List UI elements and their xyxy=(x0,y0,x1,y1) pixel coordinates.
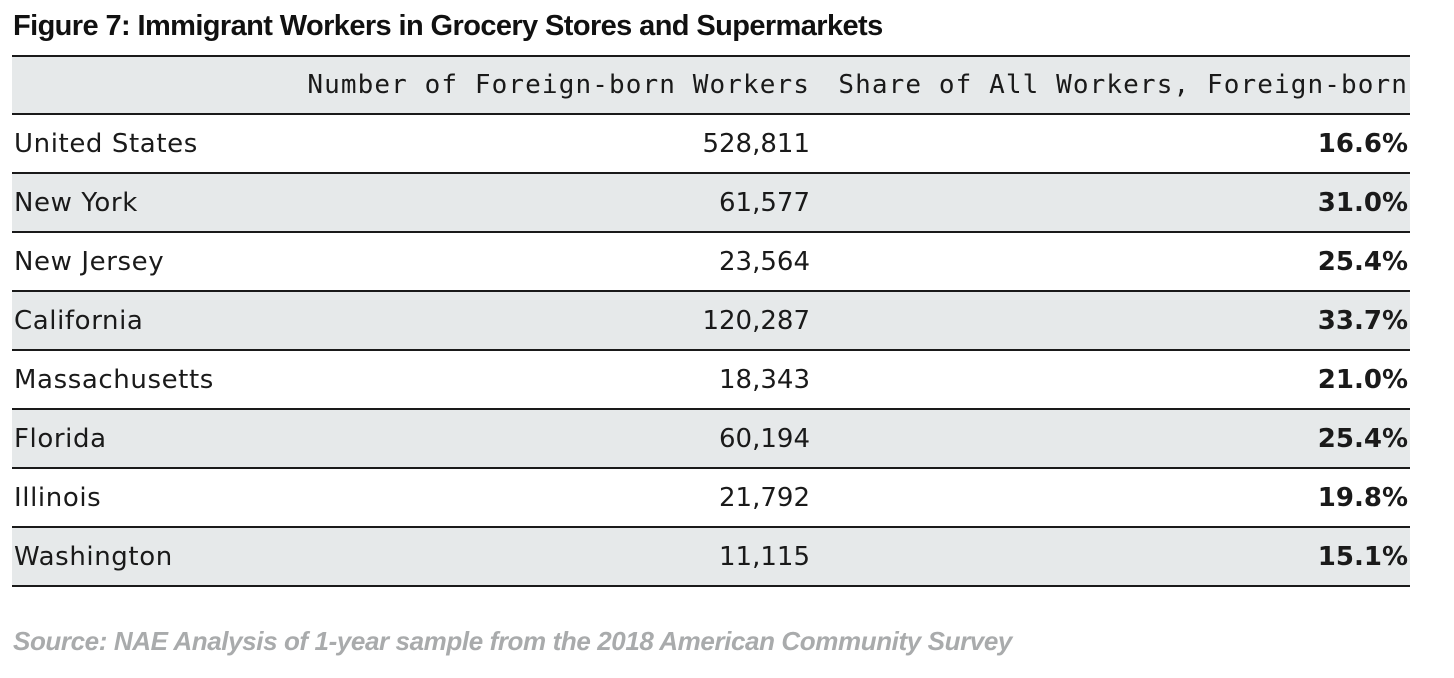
foreign-born-workers-value: 18,343 xyxy=(719,364,810,395)
state-label: United States xyxy=(14,128,198,159)
foreign-born-share-value: 33.7% xyxy=(1317,305,1408,336)
state-label: Massachusetts xyxy=(14,364,214,395)
table-row: Massachusetts 18,343 21.0% xyxy=(12,351,1410,410)
column-header-workers: Number of Foreign-born Workers xyxy=(307,70,810,100)
column-header-share: Share of All Workers, Foreign-born xyxy=(838,70,1408,100)
table-row: Florida 60,194 25.4% xyxy=(12,410,1410,469)
table-body: United States 528,811 16.6% New York 61,577 3… xyxy=(12,115,1410,587)
foreign-born-share-value: 25.4% xyxy=(1317,423,1408,454)
figure-title: Figure 7: Immigrant Workers in Grocery S… xyxy=(13,10,883,42)
foreign-born-workers-value: 60,194 xyxy=(719,423,810,454)
table-row: New York 61,577 31.0% xyxy=(12,174,1410,233)
state-label: Illinois xyxy=(14,482,102,513)
foreign-born-workers-value: 120,287 xyxy=(702,305,810,336)
foreign-born-workers-value: 61,577 xyxy=(719,187,810,218)
source-note: Source: NAE Analysis of 1-year sample fr… xyxy=(13,626,1012,656)
state-label: California xyxy=(14,305,144,336)
state-label: New Jersey xyxy=(14,246,165,277)
foreign-born-share-value: 16.6% xyxy=(1317,128,1408,159)
foreign-born-share-value: 31.0% xyxy=(1317,187,1408,218)
foreign-born-workers-value: 528,811 xyxy=(702,128,810,159)
table-row: United States 528,811 16.6% xyxy=(12,115,1410,174)
foreign-born-workers-value: 23,564 xyxy=(719,246,810,277)
foreign-born-share-value: 15.1% xyxy=(1317,541,1408,572)
foreign-born-share-value: 25.4% xyxy=(1317,246,1408,277)
table-header-row: Number of Foreign-born Workers Share of … xyxy=(12,57,1410,115)
foreign-born-share-value: 19.8% xyxy=(1317,482,1408,513)
table-row: Washington 11,115 15.1% xyxy=(12,528,1410,587)
table-row: California 120,287 33.7% xyxy=(12,292,1410,351)
state-label: Florida xyxy=(14,423,107,454)
table-row: New Jersey 23,564 25.4% xyxy=(12,233,1410,292)
data-table: Number of Foreign-born Workers Share of … xyxy=(12,55,1410,587)
foreign-born-workers-value: 11,115 xyxy=(719,541,810,572)
foreign-born-share-value: 21.0% xyxy=(1317,364,1408,395)
state-label: New York xyxy=(14,187,138,218)
state-label: Washington xyxy=(14,541,173,572)
foreign-born-workers-value: 21,792 xyxy=(719,482,810,513)
table-row: Illinois 21,792 19.8% xyxy=(12,469,1410,528)
